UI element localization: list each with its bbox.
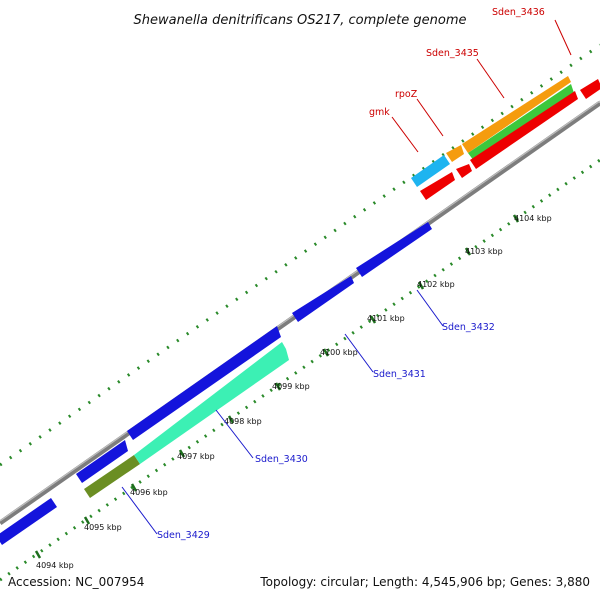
- feature-blue-small-arrow[interactable]: [76, 440, 128, 483]
- outer-tick-track: [0, 43, 600, 467]
- tick-4100: [322, 348, 330, 357]
- accession-text: Accession: NC_007954: [8, 575, 144, 589]
- tick-4096: [130, 483, 138, 492]
- feature-sden-3436-red[interactable]: [580, 79, 600, 99]
- tick-4095: [83, 516, 91, 525]
- gene-label-sden-3431[interactable]: Sden_3431: [373, 369, 426, 380]
- tick-4094: [34, 550, 42, 559]
- kbp-label: 4104 kbp: [514, 214, 552, 223]
- features-lower: [0, 222, 432, 545]
- feature-sden-3435-green[interactable]: [468, 84, 574, 161]
- gene-label-sden-3432[interactable]: Sden_3432: [442, 322, 495, 333]
- gene-labels: Sden_3436 Sden_3435 rpoZ gmk Sden_3432 S…: [157, 7, 545, 541]
- feature-sden-3430-olive[interactable]: [84, 455, 140, 498]
- gene-label-sden-3436[interactable]: Sden_3436: [492, 7, 545, 18]
- leader-sden-3435: [476, 58, 505, 99]
- kbp-label: 4102 kbp: [417, 280, 455, 289]
- feature-sden-3429-arrow[interactable]: [0, 498, 57, 545]
- leader-sden-3430: [215, 409, 254, 459]
- kbp-label: 4095 kbp: [84, 523, 122, 532]
- kbp-label: 4094 kbp: [36, 561, 74, 570]
- tick-4102: [417, 281, 425, 290]
- kbp-label: 4101 kbp: [367, 314, 405, 323]
- feature-red-lower-left[interactable]: [420, 172, 455, 200]
- feature-gmk-cyan[interactable]: [411, 155, 450, 187]
- gene-label-sden-3429[interactable]: Sden_3429: [157, 530, 210, 541]
- tick-4098: [227, 415, 235, 424]
- leader-rpoz: [416, 98, 444, 137]
- tick-4104: [512, 214, 520, 223]
- leader-sden-3429: [121, 486, 158, 535]
- label-leaders: [121, 19, 572, 535]
- gene-label-rpoz[interactable]: rpoZ: [395, 89, 418, 100]
- feature-sden-3430-teal[interactable]: [134, 342, 289, 464]
- kbp-label: 4103 kbp: [465, 247, 503, 256]
- feature-blue-long-arrow[interactable]: [127, 326, 281, 440]
- kbp-label: 4100 kbp: [320, 348, 358, 357]
- leader-sden-3431: [344, 333, 374, 373]
- feature-red-small[interactable]: [456, 164, 472, 178]
- gene-label-sden-3430[interactable]: Sden_3430: [255, 454, 308, 465]
- leader-sden-3432: [416, 289, 444, 327]
- leader-gmk: [391, 116, 419, 153]
- kbp-labels: 4094 kbp 4095 kbp 4096 kbp 4097 kbp 4098…: [36, 214, 552, 570]
- kbp-major-ticks: [34, 214, 520, 559]
- map-title: Shewanella denitrificans OS217, complete…: [134, 13, 467, 28]
- feature-red-long[interactable]: [470, 91, 578, 169]
- kbp-label: 4098 kbp: [224, 417, 262, 426]
- tick-4097: [178, 449, 186, 458]
- kbp-label: 4096 kbp: [130, 488, 168, 497]
- features-upper: [411, 76, 600, 200]
- tick-4103: [464, 247, 472, 256]
- kbp-label: 4099 kbp: [272, 382, 310, 391]
- leader-sden-3436: [554, 19, 572, 56]
- feature-sden-3431-arrow[interactable]: [292, 276, 354, 322]
- feature-sden-3435-orange[interactable]: [462, 76, 571, 153]
- tick-4099: [274, 382, 282, 391]
- inner-tick-track: [0, 158, 600, 582]
- feature-sden-3432-arrow[interactable]: [356, 222, 432, 277]
- tick-4101: [369, 315, 377, 324]
- genome-summary-text: Topology: circular; Length: 4,545,906 bp…: [259, 575, 590, 589]
- feature-rpoz-orange[interactable]: [446, 145, 464, 162]
- gene-label-sden-3435[interactable]: Sden_3435: [426, 48, 479, 59]
- kbp-label: 4097 kbp: [177, 452, 215, 461]
- gene-label-gmk[interactable]: gmk: [369, 107, 390, 118]
